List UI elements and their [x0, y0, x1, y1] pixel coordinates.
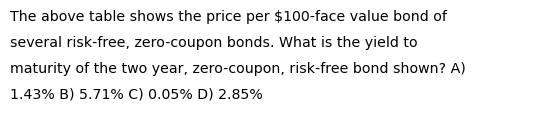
Text: maturity of the two year, zero-coupon, risk-free bond shown? A): maturity of the two year, zero-coupon, r… [10, 62, 466, 76]
Text: several risk-free, zero-coupon bonds. What is the yield to: several risk-free, zero-coupon bonds. Wh… [10, 36, 417, 50]
Text: The above table shows the price per $100-face value bond of: The above table shows the price per $100… [10, 10, 447, 24]
Text: 1.43% B) 5.71% C) 0.05% D) 2.85%: 1.43% B) 5.71% C) 0.05% D) 2.85% [10, 88, 263, 102]
